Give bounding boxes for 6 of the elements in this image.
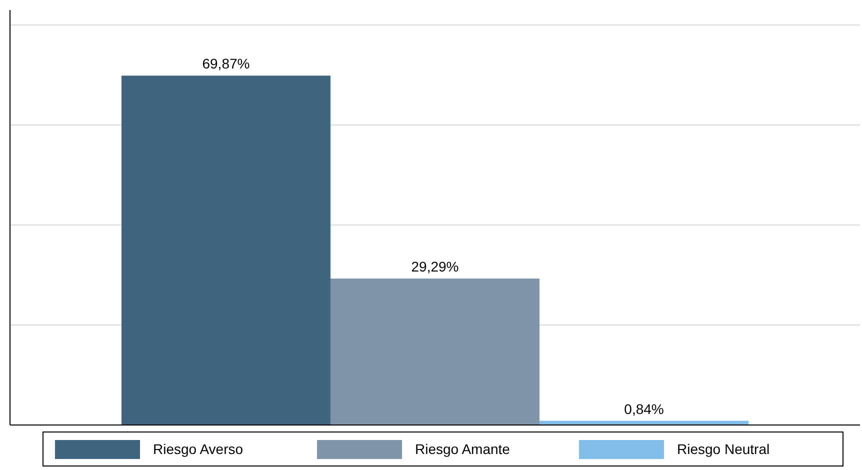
series-label: Riesgo Neutral (677, 441, 770, 457)
series-label: Riesgo Amante (415, 441, 510, 457)
data-label: 69,87% (202, 56, 250, 72)
series-label: Riesgo Averso (153, 441, 244, 457)
data-label: 29,29% (411, 258, 459, 275)
data-label: 0,84% (624, 400, 664, 417)
